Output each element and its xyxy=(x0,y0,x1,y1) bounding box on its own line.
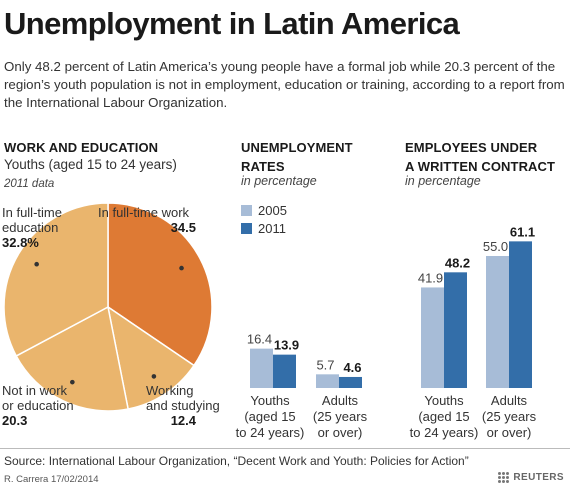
legend-label-2011: 2011 xyxy=(258,221,286,236)
legend-swatch-2011 xyxy=(241,223,252,234)
legend-item-2005: 2005 xyxy=(241,203,287,218)
unemployment-title-line-2: RATES xyxy=(241,159,285,174)
unemployment-value-label-2005-0: 16.4 xyxy=(247,332,272,347)
unemployment-category-label-0-line-1: (aged 15 xyxy=(244,409,295,424)
source-note: Source: International Labour Organizatio… xyxy=(4,454,469,468)
unemployment-bar-2005-1 xyxy=(316,374,339,388)
pie-chart-note: 2011 data xyxy=(4,178,55,190)
unemployment-bar-2005-0 xyxy=(250,348,273,388)
contract-bar-2011-0 xyxy=(444,272,467,388)
pie-value-0: 34.5 xyxy=(171,220,196,235)
pie-label-2-line-0: Not in work xyxy=(2,383,68,398)
unemployment-chart-unit: in percentage xyxy=(241,174,317,188)
pie-label-1-line-0: Working xyxy=(146,383,193,398)
legend-label-2005: 2005 xyxy=(258,203,287,218)
unemployment-value-label-2011-0: 13.9 xyxy=(274,338,299,353)
pie-value-3: 32.8% xyxy=(2,235,39,250)
unemployment-category-label-0-line-0: Youths xyxy=(250,393,290,408)
footer-divider xyxy=(0,448,570,449)
pie-value-2: 20.3 xyxy=(2,413,27,428)
page-title: Unemployment in Latin America xyxy=(4,6,460,41)
contract-chart-unit: in percentage xyxy=(405,174,481,188)
author-credit: R. Carrera 17/02/2014 xyxy=(4,474,99,485)
pie-label-3-line-1: education xyxy=(2,220,58,235)
pie-label-0-line-0: In full-time work xyxy=(98,205,190,220)
unemployment-bar-2011-0 xyxy=(273,354,296,388)
pie-slice-3 xyxy=(3,202,109,357)
contract-value-label-2011-1: 61.1 xyxy=(510,224,535,239)
page-subtitle: Only 48.2 percent of Latin America’s you… xyxy=(4,59,565,110)
contract-category-label-1-line-2: or over) xyxy=(487,425,532,440)
pie-leader-dot-1 xyxy=(151,374,157,379)
legend-swatch-2005 xyxy=(241,205,252,216)
reuters-logo: REUTERS xyxy=(498,472,564,483)
pie-value-1: 12.4 xyxy=(171,413,197,428)
reuters-dots-icon xyxy=(498,472,510,483)
pie-label-2-line-1: or education xyxy=(2,398,74,413)
contract-category-label-0-line-0: Youths xyxy=(424,393,464,408)
unemployment-value-label-2005-1: 5.7 xyxy=(316,357,334,372)
unemployment-chart-title: UNEMPLOYMENT RATES xyxy=(241,138,353,176)
unemployment-category-label-1-line-0: Adults xyxy=(322,393,359,408)
pie-leader-dot-3 xyxy=(34,261,39,267)
contract-category-label-1-line-1: (25 years xyxy=(482,409,537,424)
unemployment-category-label-0-line-2: to 24 years) xyxy=(236,425,305,440)
contract-bar-2005-0 xyxy=(421,287,444,388)
contract-title-line-1: EMPLOYEES UNDER xyxy=(405,140,538,155)
contract-category-label-1-line-0: Adults xyxy=(491,393,528,408)
legend-item-2011: 2011 xyxy=(241,221,286,236)
reuters-brand: REUTERS xyxy=(513,472,564,483)
contract-category-label-0-line-2: to 24 years) xyxy=(410,425,479,440)
pie-leader-dot-2 xyxy=(70,379,75,385)
pie-leader-dot-0 xyxy=(179,265,184,271)
unemployment-category-label-1-line-1: (25 years xyxy=(313,409,368,424)
pie-slice-1 xyxy=(106,305,196,410)
pie-chart-subtitle: Youths (aged 15 to 24 years) xyxy=(4,157,177,172)
unemployment-title-line-1: UNEMPLOYMENT xyxy=(241,140,353,155)
contract-title-line-2: A WRITTEN CONTRACT xyxy=(405,159,556,174)
unemployment-value-label-2011-1: 4.6 xyxy=(343,360,361,375)
contract-bar-2005-1 xyxy=(486,256,509,388)
contract-category-label-0-line-1: (aged 15 xyxy=(418,409,469,424)
contract-bar-2011-1 xyxy=(509,241,532,388)
pie-slice-0 xyxy=(107,202,213,367)
pie-chart-title: WORK AND EDUCATION xyxy=(4,140,159,155)
contract-value-label-2005-0: 41.9 xyxy=(418,270,443,285)
unemployment-category-label-1-line-2: or over) xyxy=(318,425,363,440)
pie-slice-2 xyxy=(15,305,130,412)
contract-value-label-2005-1: 55.0 xyxy=(483,239,508,254)
contract-value-label-2011-0: 48.2 xyxy=(445,255,470,270)
unemployment-bar-2011-1 xyxy=(339,376,362,388)
contract-chart-title: EMPLOYEES UNDER A WRITTEN CONTRACT xyxy=(405,138,555,176)
pie-label-3-line-0: In full-time xyxy=(2,205,62,220)
pie-label-1-line-1: and studying xyxy=(146,398,220,413)
